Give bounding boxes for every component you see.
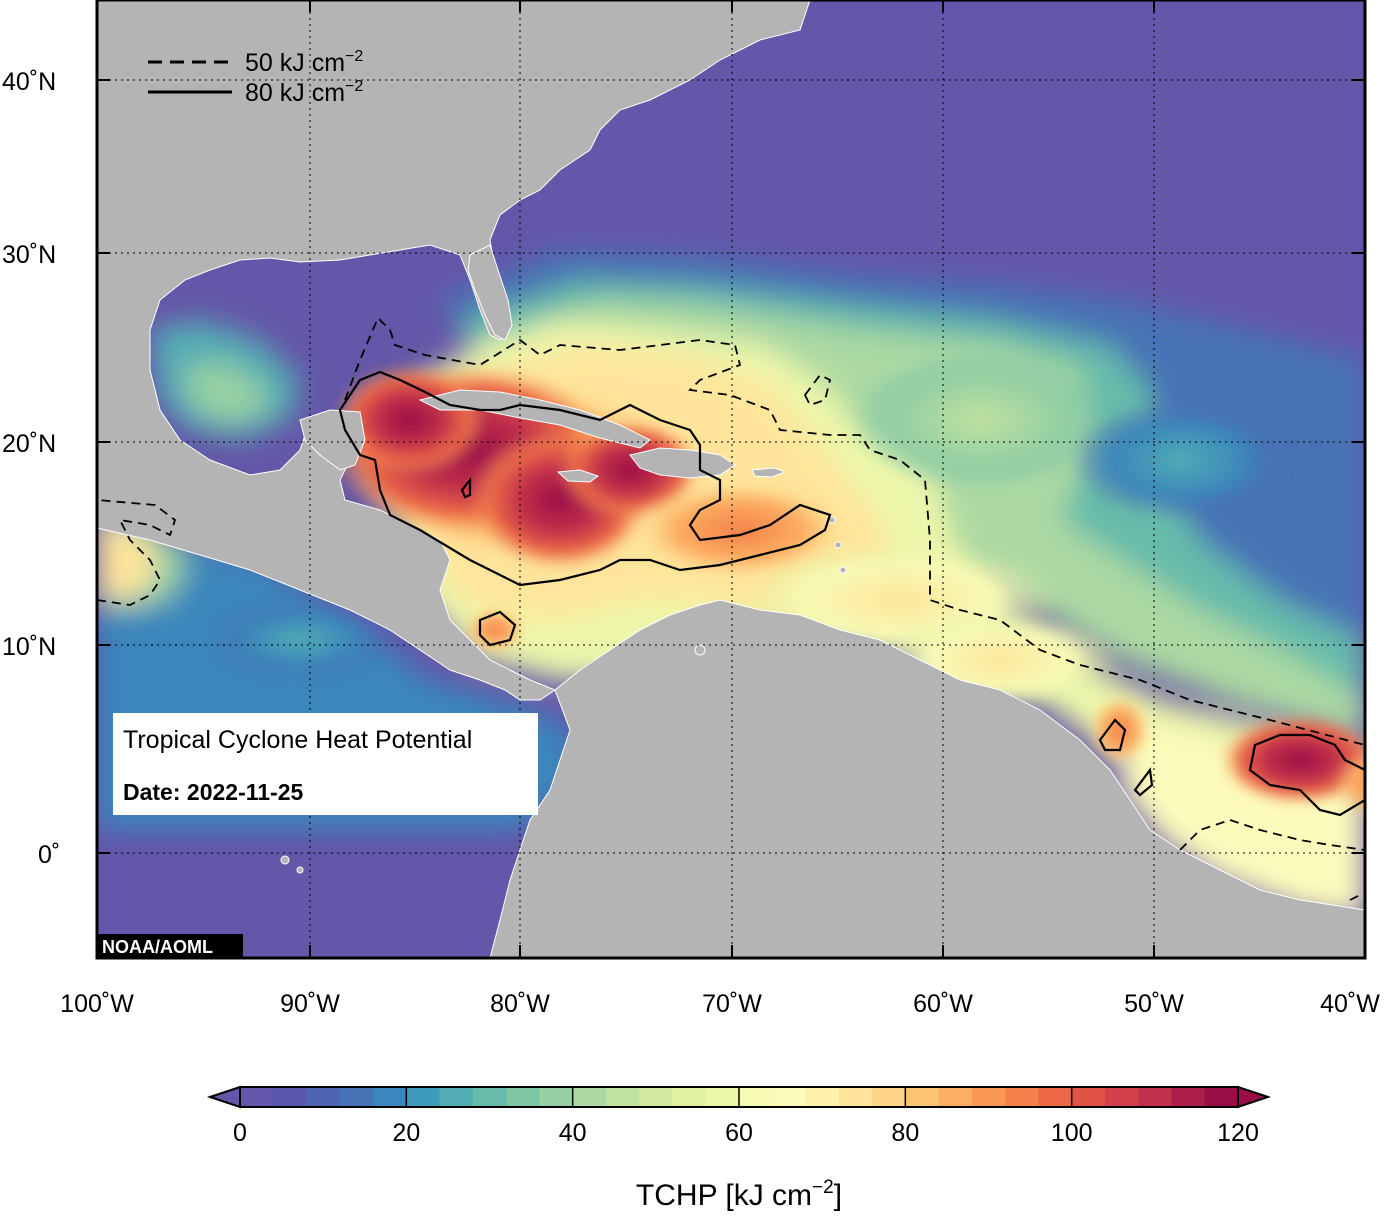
contour-80 (338, 370, 1365, 817)
colorbar-tick-label: 120 (1217, 1119, 1259, 1147)
colorbar-cell (1005, 1087, 1039, 1107)
colorbar-cell (306, 1087, 341, 1107)
jamaica-island (556, 469, 600, 483)
lat-label-30n: 30˚N (2, 241, 56, 269)
lat-label-20n: 20˚N (2, 430, 56, 458)
latitude-labels: 40˚N 30˚N 20˚N 10˚N 0˚ (2, 68, 60, 869)
colorbar: 0 20 40 60 80 100 120 TCHP [kJ cm−2] (206, 1085, 1272, 1212)
colorbar-cell (605, 1087, 640, 1107)
colorbar-cell (1038, 1087, 1073, 1107)
colorbar-cell (472, 1087, 507, 1107)
lon-label-50w: 50˚W (1124, 990, 1184, 1018)
hispaniola-island (629, 447, 736, 479)
florida-peninsula (467, 244, 513, 341)
colorbar-cell (539, 1087, 574, 1107)
contour-50 (97, 316, 1365, 901)
lon-label-70w: 70˚W (702, 990, 762, 1018)
puerto-rico-island (751, 467, 787, 478)
south-america-land (489, 599, 1365, 958)
colorbar-cell (572, 1087, 607, 1107)
colorbar-cell (373, 1087, 407, 1107)
map-date: Date: 2022-11-25 (123, 779, 303, 805)
colorbar-cells (240, 1087, 1239, 1107)
colorbar-cell (1138, 1087, 1173, 1107)
colorbar-cell (639, 1087, 674, 1107)
colorbar-cell (772, 1087, 807, 1107)
tchp-hotspots (210, 350, 1365, 818)
legend-dashed-label: 50 kJ cm−2 (245, 48, 363, 77)
colorbar-cell (872, 1087, 906, 1107)
credit-text: NOAA/AOML (102, 937, 213, 957)
longitude-labels: 100˚W 90˚W 80˚W 70˚W 60˚W 50˚W 40˚W (60, 990, 1380, 1018)
colorbar-cell (339, 1087, 374, 1107)
lon-label-90w: 90˚W (280, 990, 340, 1018)
colorbar-tick-label: 100 (1051, 1119, 1093, 1147)
colorbar-tick-label: 60 (725, 1119, 753, 1147)
colorbar-cell (1104, 1087, 1139, 1107)
colorbar-cell (506, 1087, 540, 1107)
colorbar-cell (971, 1087, 1006, 1107)
map-title: Tropical Cyclone Heat Potential (123, 726, 472, 754)
lon-label-100w: 100˚W (60, 990, 134, 1018)
colorbar-cell (805, 1087, 840, 1107)
lat-label-40n: 40˚N (2, 68, 56, 96)
colorbar-min-arrow (206, 1085, 241, 1109)
contour-legend: 50 kJ cm−2 80 kJ cm−2 (148, 48, 363, 107)
colorbar-cell (439, 1087, 474, 1107)
colorbar-cell (905, 1087, 940, 1107)
land-masses (97, 0, 1365, 958)
colorbar-cell (938, 1087, 973, 1107)
lon-label-80w: 80˚W (490, 990, 550, 1018)
colorbar-cell (1071, 1087, 1106, 1107)
frame-ticks (97, 0, 1365, 958)
cuba-island (418, 389, 651, 449)
lon-label-60w: 60˚W (913, 990, 973, 1018)
colorbar-tick-label: 40 (559, 1119, 587, 1147)
colorbar-ticks: 0 20 40 60 80 100 120 (233, 1087, 1259, 1147)
colorbar-cell (406, 1087, 441, 1107)
colorbar-cell (1171, 1087, 1206, 1107)
lat-label-0: 0˚ (38, 841, 60, 869)
colorbar-cell (273, 1087, 308, 1107)
title-box: Tropical Cyclone Heat Potential Date: 20… (113, 713, 538, 815)
lat-label-10n: 10˚N (2, 633, 56, 661)
colorbar-cell (672, 1087, 707, 1107)
lon-label-40w: 40˚W (1320, 990, 1380, 1018)
legend-solid-label: 80 kJ cm−2 (245, 78, 363, 107)
colorbar-tick-label: 20 (392, 1119, 420, 1147)
colorbar-tick-label: 80 (891, 1119, 919, 1147)
colorbar-title: TCHP [kJ cm−2] (636, 1177, 842, 1212)
colorbar-cell (705, 1087, 740, 1107)
credit-badge: NOAA/AOML (97, 934, 243, 958)
colorbar-cell (240, 1087, 274, 1107)
colorbar-cell (838, 1087, 873, 1107)
colorbar-cell (1204, 1087, 1239, 1107)
colorbar-cell (739, 1087, 773, 1107)
colorbar-tick-label: 0 (233, 1119, 247, 1147)
colorbar-max-arrow (1237, 1085, 1272, 1109)
